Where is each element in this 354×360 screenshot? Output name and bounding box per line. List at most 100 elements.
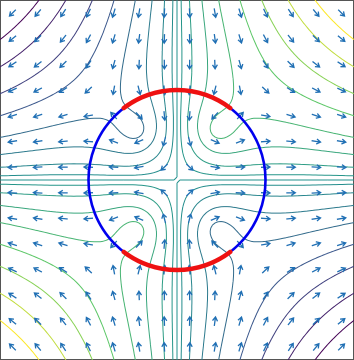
flow-arrow bbox=[337, 9, 346, 17]
flow-arrow bbox=[212, 315, 219, 326]
flow-arrow bbox=[133, 215, 144, 222]
flow-arrow bbox=[287, 34, 295, 44]
flow-arrow bbox=[59, 34, 67, 44]
flow-arrow bbox=[311, 266, 322, 273]
flow-arrow bbox=[136, 264, 143, 275]
flow-arrow bbox=[161, 8, 168, 19]
flow-arrow bbox=[6, 215, 18, 222]
flow-arrow bbox=[312, 317, 321, 326]
arc-bottom bbox=[121, 249, 233, 273]
flow-arrow bbox=[82, 241, 94, 248]
flow-arrows bbox=[6, 8, 348, 352]
flow-arrow bbox=[161, 315, 168, 326]
flow-arrow bbox=[84, 266, 93, 274]
flow-arrow bbox=[312, 60, 321, 68]
flow-arrow bbox=[263, 341, 269, 352]
flow-arrow bbox=[33, 60, 42, 68]
flow-arrow bbox=[161, 111, 168, 122]
flow-arrow bbox=[33, 317, 42, 326]
flow-arrow bbox=[211, 59, 218, 71]
flow-arrow bbox=[160, 188, 169, 197]
flow-arrow bbox=[185, 163, 194, 172]
flow-arrow bbox=[237, 341, 244, 352]
flow-arrow bbox=[286, 113, 297, 119]
flow-arrow bbox=[337, 61, 347, 68]
flow-arrow bbox=[133, 138, 144, 145]
flow-arrow bbox=[211, 85, 218, 96]
flow-arrow bbox=[32, 138, 43, 145]
flow-arrow bbox=[6, 138, 18, 145]
flow-arrow bbox=[260, 138, 272, 145]
flow-arrow bbox=[337, 266, 347, 273]
flow-arrow bbox=[235, 164, 246, 171]
flow-arrow bbox=[85, 290, 92, 300]
flow-arrow bbox=[260, 241, 272, 248]
flow-arrow bbox=[185, 188, 194, 197]
flow-arrow bbox=[312, 342, 320, 352]
flow-arrow bbox=[85, 341, 91, 352]
flow-arrow bbox=[211, 264, 218, 275]
flow-arrow bbox=[237, 290, 244, 301]
flow-arrow bbox=[60, 342, 67, 352]
flow-arrow bbox=[287, 60, 295, 69]
flow-arrow bbox=[237, 264, 244, 275]
flow-arrow bbox=[337, 35, 346, 43]
flow-arrow bbox=[186, 213, 193, 224]
flow-arrow bbox=[57, 113, 68, 119]
flow-arrow bbox=[32, 215, 43, 222]
flow-arrow bbox=[311, 164, 322, 171]
flow-arrow bbox=[135, 8, 142, 19]
flow-arrow bbox=[286, 189, 297, 196]
flow-arrow bbox=[110, 8, 117, 19]
flow-arrow bbox=[33, 292, 42, 300]
flow-arrow bbox=[57, 215, 68, 222]
arc-top bbox=[121, 87, 233, 111]
flow-arrow bbox=[85, 316, 92, 326]
flow-arrow bbox=[84, 86, 93, 94]
flow-arrow bbox=[212, 34, 219, 45]
flow-arrow bbox=[59, 291, 67, 300]
flow-arrow bbox=[32, 87, 43, 94]
flow-arrow bbox=[33, 34, 42, 43]
flow-arrow bbox=[235, 138, 246, 144]
flow-arrow bbox=[161, 341, 168, 352]
flow-arrow bbox=[312, 8, 320, 18]
flow-arrow bbox=[237, 315, 244, 326]
flow-arrow bbox=[211, 111, 219, 120]
flow-arrow bbox=[336, 164, 348, 171]
flow-arrow bbox=[60, 8, 67, 18]
flow-arrow bbox=[211, 289, 218, 301]
flow-arrow bbox=[237, 34, 244, 45]
flow-arrow bbox=[336, 189, 348, 196]
flow-arrow bbox=[336, 113, 347, 119]
flow-arrow bbox=[110, 315, 117, 326]
flow-arrow bbox=[311, 189, 322, 196]
flow-arrow bbox=[161, 59, 168, 71]
flow-arrow bbox=[32, 266, 43, 273]
flow-arrow bbox=[7, 87, 17, 94]
flow-arrow bbox=[108, 216, 119, 222]
flow-arrow bbox=[311, 87, 322, 94]
flow-arrow bbox=[85, 60, 92, 70]
flow-arrow bbox=[212, 341, 219, 352]
flow-arrow bbox=[210, 189, 221, 196]
flow-arrow bbox=[34, 342, 42, 352]
flow-arrow bbox=[337, 317, 346, 325]
flow-arrow bbox=[286, 87, 296, 94]
flow-arrow bbox=[262, 290, 269, 300]
flow-arrow bbox=[136, 59, 143, 71]
flow-arrow bbox=[82, 112, 94, 119]
flow-arrow bbox=[6, 189, 18, 196]
flow-arrow bbox=[110, 341, 117, 352]
flow-arrow bbox=[260, 215, 272, 222]
flow-arrow bbox=[7, 292, 17, 299]
